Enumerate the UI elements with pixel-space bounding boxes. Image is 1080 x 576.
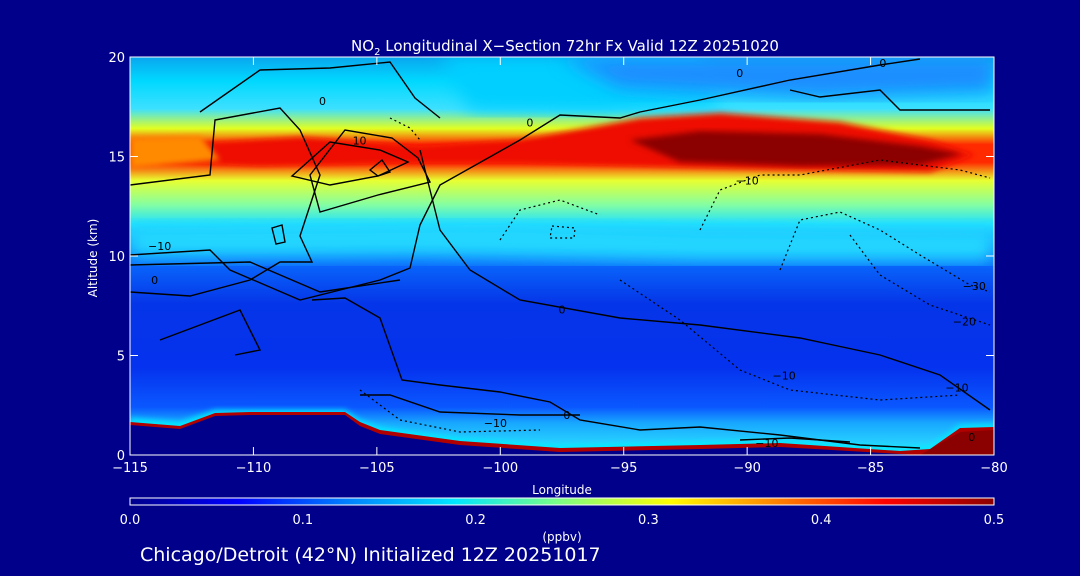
contour-line [368,158,392,177]
y-axis: 0 5 10 15 20 [108,51,994,464]
field-features [130,57,994,455]
contour-label: −10 [484,417,507,430]
contour-label: 0 [968,431,975,444]
contour-line [130,107,321,297]
contour-line [359,389,541,433]
y-axis-label: Altitude (km) [86,219,100,298]
contour-line [499,199,601,241]
contour-label: 0 [879,57,886,70]
plot-area: 0 0 0 0 10 −10 −10 0 0 −20 −30 −10 −10 0 −10 0 −10 [130,57,994,455]
contour-line [360,394,580,416]
contour-line [789,89,990,111]
contour-line [549,225,576,239]
colorbar-tick-label: 0.2 [465,513,486,528]
y-tick-label: 0 [117,449,125,464]
y-tick-label: 5 [117,350,125,365]
x-tick-label: −90 [733,461,760,476]
no2-layer-west-orange [130,136,220,168]
subtitle: Chicago/Detroit (42°N) Initialized 12Z 2… [140,544,601,566]
x-axis: −115 −110 −105 −100 −95 −90 −85 −80 [112,57,1008,476]
contour-label: 0 [559,304,566,317]
colorbar-tick-label: 0.1 [292,513,313,528]
colorbar-fill [130,498,994,505]
colorbar-ticks: 0.0 0.1 0.2 0.3 0.4 0.5 [120,513,1005,528]
x-tick-label: −115 [112,461,148,476]
upper-blue-patch [560,57,994,98]
contour-label: −10 [945,381,968,394]
x-tick-label: −100 [482,461,518,476]
x-tick-label: −80 [980,461,1007,476]
contour-label: −10 [773,369,796,382]
lower-cyan-band [130,222,994,262]
contour-label: 0 [319,95,326,108]
contour-line [739,437,851,443]
x-axis-label: Longitude [532,483,592,497]
contour-line [849,234,991,326]
contour-label: −10 [755,437,778,450]
y-tick-label: 20 [108,51,125,66]
y-tick-label: 10 [108,250,125,265]
x-tick-label: −95 [610,461,637,476]
contour-line [311,297,921,449]
contour-line [130,58,921,301]
colorbar-label: (ppbv) [542,530,581,544]
contour-label: −30 [963,280,986,293]
contour-label: −10 [148,240,171,253]
colorbar-tick-label: 0.0 [120,513,141,528]
y-tick-label: 15 [108,151,125,166]
contour-line [619,279,961,401]
contour-line [271,224,286,245]
x-tick-label: −85 [857,461,884,476]
surface-terrain [130,415,920,455]
contour-label: 0 [736,67,743,80]
x-tick-label: −105 [359,461,395,476]
colorbar: 0.0 0.1 0.2 0.3 0.4 0.5 (ppbv) [120,497,1005,544]
contour-line [199,61,441,119]
contour-label: 10 [353,135,367,148]
contour-label: 0 [563,409,570,422]
contour-line [419,149,991,411]
no2-layer-max [630,131,962,166]
contour-label: −10 [736,174,759,187]
contour-line [309,129,432,213]
contour-line [130,261,401,293]
contour-line [159,309,262,356]
contour-lines [130,58,991,449]
colorbar-frame [129,497,995,506]
x-tick-label: −110 [236,461,272,476]
colorbar-tick-label: 0.5 [984,513,1005,528]
colorbar-tick-label: 0.3 [638,513,659,528]
surface-red-east [920,430,994,455]
contour-label: −20 [953,316,976,329]
negative-contours [359,117,991,433]
contour-line [290,141,410,186]
chart-title: NO2 Longitudinal X−Section 72hr Fx Valid… [351,37,779,58]
contour-label: 0 [151,274,158,287]
contour-label: 0 [526,117,533,130]
colorbar-tick-label: 0.4 [811,513,832,528]
contour-labels: 0 0 0 0 10 −10 −10 0 0 −20 −30 −10 −10 0 −10 0 −10 [148,57,986,450]
